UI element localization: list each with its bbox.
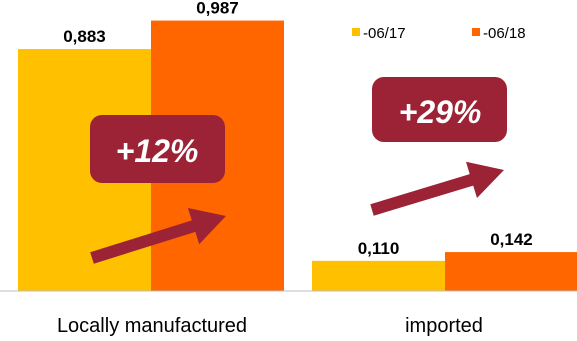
growth-badge-label: +12% <box>116 133 199 169</box>
data-label: 0,110 <box>358 239 400 258</box>
growth-badge <box>372 77 507 142</box>
growth-badge <box>90 115 225 183</box>
legend-swatch <box>352 28 360 36</box>
data-label: 0,987 <box>196 0 239 18</box>
legend-label: -06/18 <box>483 25 526 42</box>
legend-label: -06/17 <box>363 25 406 42</box>
growth-arrow-icon <box>90 208 226 264</box>
data-label: 0,142 <box>490 230 533 249</box>
growth-badge-label: +29% <box>399 94 482 130</box>
category-label: imported <box>405 315 483 336</box>
data-label: 0,883 <box>63 27 106 46</box>
category-label: Locally manufactured <box>57 315 247 336</box>
growth-arrow-icon <box>370 161 504 216</box>
legend-swatch <box>472 28 480 36</box>
bar-1-2 <box>312 260 445 291</box>
bar-2-2 <box>445 252 577 291</box>
